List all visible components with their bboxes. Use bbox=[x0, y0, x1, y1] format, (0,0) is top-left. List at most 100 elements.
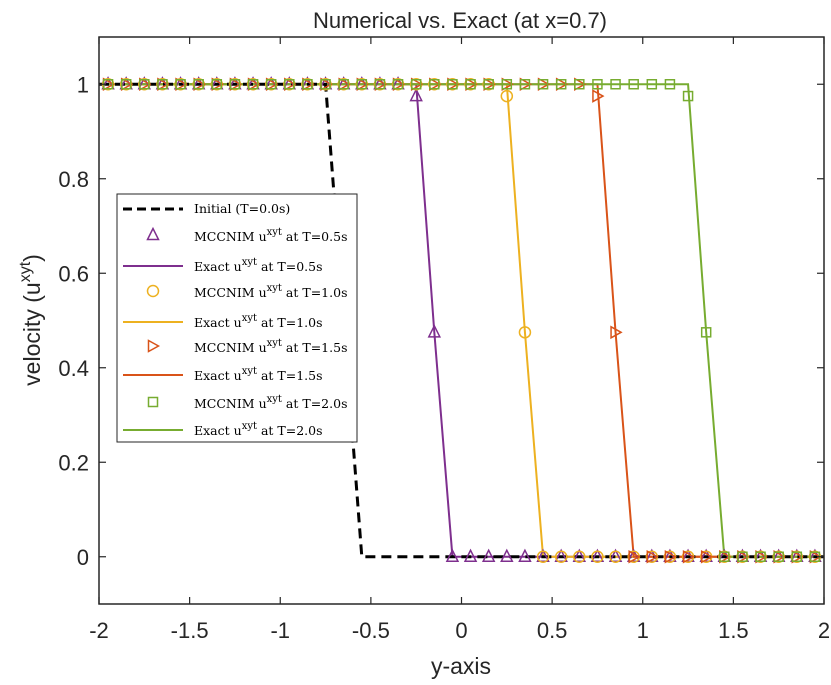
marker-square-3 bbox=[719, 551, 730, 562]
y-tick-label: 0 bbox=[77, 545, 89, 570]
marker-square-3 bbox=[519, 79, 531, 90]
marker-square-3 bbox=[628, 79, 639, 90]
x-tick-label: -2 bbox=[89, 618, 109, 643]
marker-square-3 bbox=[302, 79, 313, 90]
marker-triangle-right-2 bbox=[664, 549, 677, 564]
marker-triangle-right-2 bbox=[700, 549, 714, 564]
x-axis-label: y-axis bbox=[431, 653, 491, 679]
marker-triangle-up-0 bbox=[500, 548, 514, 562]
legend-label-exact-1: Exact uxyt at T=1.0s bbox=[194, 313, 323, 330]
marker-square-3 bbox=[247, 79, 259, 90]
marker-triangle-right-2 bbox=[682, 549, 696, 564]
x-tick-label: 0 bbox=[455, 618, 467, 643]
marker-square-3 bbox=[700, 327, 712, 338]
marker-circle-1 bbox=[554, 550, 568, 563]
legend-marker-circle bbox=[146, 284, 160, 298]
marker-triangle-right-2 bbox=[592, 89, 605, 103]
marker-triangle-up-0 bbox=[445, 548, 460, 562]
legend-label-numeric-3: MCCNIM uxyt at T=2.0s bbox=[194, 394, 347, 411]
y-tick-label: 1 bbox=[77, 72, 89, 97]
legend-label-numeric-0: MCCNIM uxyt at T=0.5s bbox=[194, 227, 347, 244]
marker-square-3 bbox=[664, 79, 676, 90]
y-axis-label-main: velocity (u bbox=[19, 282, 45, 386]
legend-entry-exact-3: Exact uxyt at T=2.0s bbox=[123, 421, 323, 438]
marker-square-3 bbox=[211, 79, 223, 90]
marker-square-3 bbox=[574, 79, 585, 90]
marker-square-3 bbox=[410, 79, 422, 90]
chart-title: Numerical vs. Exact (at x=0.7) bbox=[313, 8, 607, 33]
legend-entry-exact-2: Exact uxyt at T=1.5s bbox=[123, 366, 323, 383]
marker-square-3 bbox=[537, 79, 549, 90]
marker-triangle-up-0 bbox=[463, 548, 478, 562]
marker-triangle-right-2 bbox=[610, 325, 623, 340]
marker-square-3 bbox=[610, 79, 621, 90]
legend-marker-triangle-up-icon bbox=[146, 226, 160, 241]
marker-square-3 bbox=[483, 79, 494, 90]
marker-circle-1 bbox=[609, 550, 622, 563]
legend-label-exact-3: Exact uxyt at T=2.0s bbox=[194, 421, 323, 438]
legend-entry-numeric-2: MCCNIM uxyt at T=1.5s bbox=[147, 338, 347, 355]
x-tick-label: 2 bbox=[818, 618, 830, 643]
marker-square-3 bbox=[555, 79, 567, 90]
legend-marker-square bbox=[147, 396, 159, 408]
legend-label-initial: Initial (T=0.0s) bbox=[194, 201, 290, 216]
plot-area bbox=[99, 76, 824, 564]
marker-square-3 bbox=[175, 79, 186, 90]
marker-circle-1 bbox=[573, 550, 586, 563]
marker-triangle-up-0 bbox=[536, 548, 550, 562]
marker-square-3 bbox=[447, 79, 458, 90]
marker-triangle-up-0 bbox=[518, 548, 532, 562]
marker-square-3 bbox=[429, 79, 440, 90]
marker-square-3 bbox=[465, 79, 476, 90]
legend-marker-circle-icon bbox=[146, 284, 160, 298]
marker-square-3 bbox=[773, 551, 784, 562]
marker-square-3 bbox=[193, 79, 204, 90]
legend-label-numeric-2: MCCNIM uxyt at T=1.5s bbox=[194, 338, 347, 355]
y-tick-label: 0.2 bbox=[58, 450, 89, 475]
legend-marker-square-icon bbox=[147, 396, 159, 408]
legend-entry-exact-0: Exact uxyt at T=0.5s bbox=[123, 257, 323, 274]
series-markers bbox=[101, 76, 822, 564]
y-axis-label-sup: xyt bbox=[17, 261, 34, 282]
marker-triangle-up-0 bbox=[481, 548, 496, 562]
legend-label-numeric-1: MCCNIM uxyt at T=1.0s bbox=[194, 283, 347, 300]
marker-triangle-up-0 bbox=[427, 324, 442, 338]
marker-triangle-right-2 bbox=[646, 549, 659, 564]
y-axis-label: velocity (uxyt) bbox=[17, 254, 45, 386]
x-tick-label: -1.5 bbox=[171, 618, 209, 643]
marker-square-3 bbox=[501, 79, 513, 90]
marker-square-3 bbox=[284, 79, 295, 90]
y-tick-label: 0.8 bbox=[58, 167, 89, 192]
legend-marker-triangle-right bbox=[147, 339, 161, 353]
marker-square-3 bbox=[157, 79, 168, 90]
marker-square-3 bbox=[592, 79, 603, 90]
legend-entry-numeric-0: MCCNIM uxyt at T=0.5s bbox=[146, 226, 347, 244]
legend: Initial (T=0.0s) MCCNIM uxyt at T=0.5s E… bbox=[116, 193, 358, 443]
marker-square-3 bbox=[229, 79, 241, 90]
legend-entry-initial: Initial (T=0.0s) bbox=[123, 201, 290, 216]
x-tick-label: -1 bbox=[270, 618, 290, 643]
marker-circle-1 bbox=[591, 550, 604, 563]
marker-triangle-up-0 bbox=[409, 87, 423, 102]
y-axis-label-close: ) bbox=[19, 254, 45, 262]
marker-square-3 bbox=[646, 79, 658, 90]
legend-entry-numeric-1: MCCNIM uxyt at T=1.0s bbox=[146, 283, 347, 300]
legend-entry-exact-1: Exact uxyt at T=1.0s bbox=[123, 313, 323, 330]
marker-square-3 bbox=[791, 551, 803, 562]
marker-square-3 bbox=[139, 79, 150, 90]
marker-square-3 bbox=[338, 79, 349, 90]
y-tick-label: 0.6 bbox=[58, 261, 89, 286]
x-tick-label: -0.5 bbox=[352, 618, 390, 643]
x-tick-label: 1.5 bbox=[718, 618, 749, 643]
marker-square-3 bbox=[755, 551, 766, 562]
axis-ticks: -2 -1.5 -1 -0.5 0 0.5 1 1.5 2 0 0.2 0.4 0.6 0.8 1 bbox=[58, 37, 830, 643]
legend-label-exact-2: Exact uxyt at T=1.5s bbox=[194, 366, 323, 383]
marker-square-3 bbox=[120, 79, 132, 90]
y-tick-label: 0.4 bbox=[58, 356, 89, 381]
legend-marker-triangle-right-icon bbox=[147, 339, 161, 353]
marker-square-3 bbox=[682, 90, 694, 102]
marker-circle-1 bbox=[536, 550, 550, 563]
marker-square-3 bbox=[356, 79, 368, 90]
marker-triangle-up-0 bbox=[572, 548, 587, 562]
